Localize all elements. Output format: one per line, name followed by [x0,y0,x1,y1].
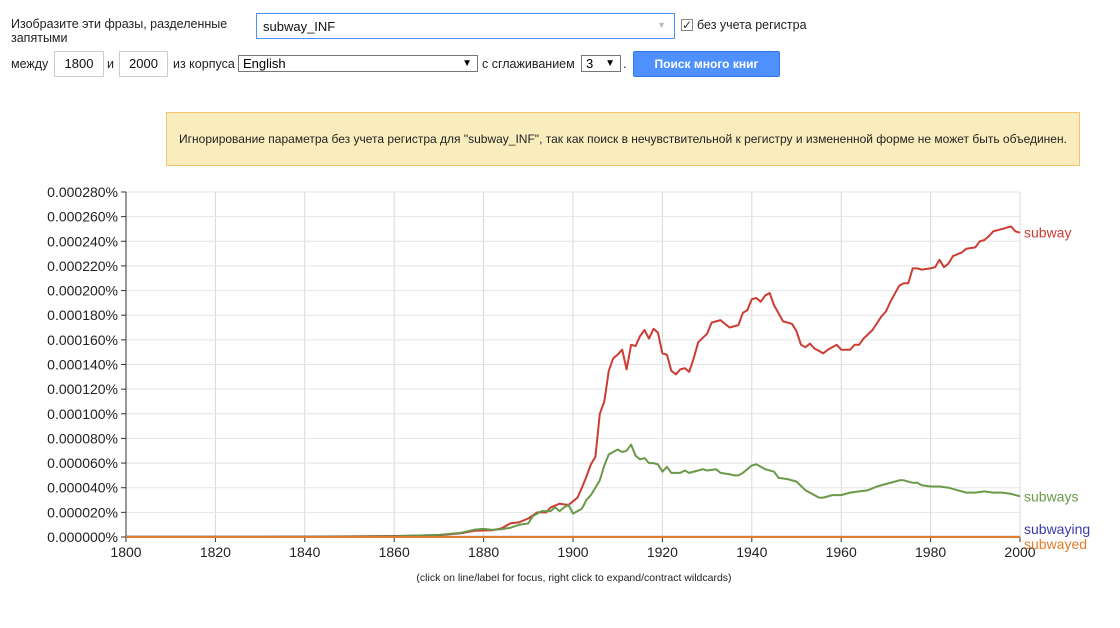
y-axis-ticks: 0.000000% 0.000020% 0.000040% 0.000060% 0.00… [47,184,127,545]
x-tick-label: 1960 [826,544,857,560]
case-insensitive-checkbox[interactable]: ✓ [681,19,693,31]
year-start-input[interactable]: 1800 [54,51,104,77]
y-tick-label: 0.000120% [47,381,118,397]
y-tick-label: 0.000180% [47,307,118,323]
smoothing-select[interactable]: 3 ▼ [581,55,621,72]
series-line-subway [126,225,1021,538]
x-tick-label: 1880 [468,544,499,560]
corpus-select[interactable]: English ▼ [238,55,478,72]
y-tick-label: 0.000080% [47,430,118,446]
phrase-label: Изобразите эти фразы, разделенные запяты… [11,17,228,45]
x-tick-label: 1900 [557,544,588,560]
series-label-subways[interactable]: subways [1024,488,1078,504]
series-line-subways [125,443,1021,538]
y-tick-label: 0.000240% [47,233,118,249]
case-warning-banner: Игнорирование параметра без учета регист… [166,112,1080,166]
y-tick-label: 0.000140% [47,357,118,373]
x-axis-ticks: 1800 1820 1840 1860 1880 1900 1920 1940 1960 1980… [110,536,1036,560]
y-tick-label: 0.000200% [47,283,118,299]
corpus-select-value: English [243,56,286,71]
year-end-input[interactable]: 2000 [119,51,168,77]
case-insensitive-label: без учета регистра [697,18,807,32]
dropdown-arrow-icon[interactable]: ▼ [657,20,666,30]
smoothing-label: с сглаживанием [482,57,575,71]
y-tick-label: 0.000060% [47,455,118,471]
query-input-value[interactable]: subway_INF [263,19,336,34]
x-tick-label: 1820 [200,544,231,560]
y-tick-label: 0.000280% [47,184,118,200]
dropdown-arrow-icon: ▼ [605,58,615,69]
series-lines [125,225,1021,538]
series-label-subway[interactable]: subway [1024,225,1071,241]
x-tick-label: 1860 [379,544,410,560]
y-tick-label: 0.000220% [47,258,118,274]
y-tick-label: 0.000100% [47,406,118,422]
series-label-subwaying[interactable]: subwaying [1024,521,1090,537]
and-label: и [107,57,114,71]
chart-hint: (click on line/label for focus, right cl… [416,572,732,584]
x-tick-label: 1840 [289,544,320,560]
y-tick-label: 0.000000% [47,529,118,545]
x-tick-label: 1940 [736,544,767,560]
x-tick-label: 1800 [110,544,141,560]
ngram-chart: 0.000000% 0.000020% 0.000040% 0.000060% 0.00… [47,184,1090,560]
x-tick-label: 2000 [1004,544,1035,560]
y-tick-label: 0.000260% [47,209,118,225]
query-input[interactable]: subway_INF ▼ [256,13,675,39]
horizontal-gridlines [126,191,1020,513]
y-tick-label: 0.000020% [47,504,118,520]
search-books-button[interactable]: Поиск много книг [633,51,780,77]
between-label: между [11,57,49,71]
smoothing-suffix: . [623,57,627,71]
checkmark-icon: ✓ [682,18,693,32]
x-tick-label: 1920 [647,544,678,560]
series-label-subwayed[interactable]: subwayed [1024,536,1087,552]
x-tick-label: 1980 [915,544,946,560]
y-tick-label: 0.000160% [47,332,118,348]
smoothing-select-value: 3 [586,56,594,71]
corpus-label: из корпуса [173,57,235,71]
y-tick-label: 0.000040% [47,480,118,496]
dropdown-arrow-icon: ▼ [462,58,472,69]
